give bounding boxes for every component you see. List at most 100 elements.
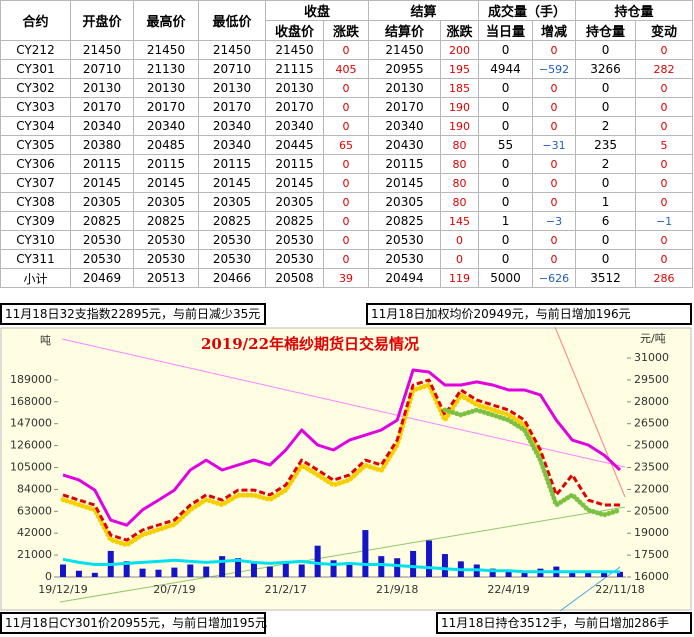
y2-tick-label: 25000 [634, 439, 669, 452]
table-cell: 20305 [70, 192, 134, 212]
table-cell: 20513 [133, 268, 199, 288]
header-cell: 结算 [368, 0, 480, 21]
volume-bar [426, 540, 433, 577]
header-cell: 最高价 [133, 0, 199, 41]
table-row: 小计 20469 20513 20466 20508 39 20494 119 5000 −626… [0, 268, 694, 288]
table-row: CY307 20145 20145 20145 20145 0 20145 80 0 0 0 0 [0, 173, 694, 193]
table-cell: 3512 [575, 268, 637, 288]
x-tick-label: 19/12/19 [38, 583, 87, 596]
table-cell: 0 [635, 154, 694, 174]
table-cell: −3 [532, 211, 577, 231]
table-cell: 21450 [70, 40, 134, 60]
table-cell: 20380 [70, 135, 134, 155]
volume-bar [601, 572, 608, 577]
volume-bar [330, 560, 337, 577]
table-cell: 20130 [70, 78, 134, 98]
table-cell: CY301 [0, 59, 71, 79]
table-cell: 20530 [265, 249, 324, 269]
x-tick-label: 20/7/19 [153, 583, 195, 596]
volume-bar [155, 569, 162, 577]
table-cell: CY310 [0, 230, 71, 250]
table-cell: 20530 [198, 249, 266, 269]
table-cell: 80 [440, 192, 480, 212]
table-cell: 20145 [265, 173, 324, 193]
table-cell: 0 [440, 230, 480, 250]
table-cell: 20115 [368, 154, 442, 174]
table-cell: 0 [478, 78, 534, 98]
table-cell: 0 [635, 192, 694, 212]
series-line [62, 378, 620, 542]
volume-bar [441, 554, 448, 577]
table-cell: 20530 [70, 249, 134, 269]
table-row: CY304 20340 20340 20340 20340 0 20340 190 0 0 2 0 [0, 116, 694, 136]
header-cell: 持仓量 [575, 20, 637, 41]
table-cell: 0 [478, 116, 534, 136]
header-cell: 涨跌 [440, 20, 480, 41]
table-cell: 235 [575, 135, 637, 155]
x-tick-label: 22/4/19 [487, 583, 529, 596]
volume-bar [219, 556, 226, 577]
y2-tick-label: 29500 [634, 373, 669, 386]
volume-bar [203, 566, 210, 577]
table-cell: 20305 [133, 192, 199, 212]
table-cell: 21450 [265, 40, 324, 60]
table-cell: 20130 [265, 78, 324, 98]
table-cell: 20466 [198, 268, 266, 288]
table-cell: 20445 [265, 135, 324, 155]
table-cell: 0 [478, 40, 534, 60]
note: 11月18日加权均价20949元，与前日增加196元 [366, 303, 692, 325]
table-cell: 20340 [133, 116, 199, 136]
table-cell: 20825 [133, 211, 199, 231]
table-row: CY303 20170 20170 20170 20170 0 20170 190 0 0 0 0 [0, 97, 694, 117]
table-cell: −1 [635, 211, 694, 231]
volume-bar [282, 562, 289, 577]
y-tick-label: 63000 [17, 504, 52, 517]
table-cell: 20115 [133, 154, 199, 174]
table-row: CY306 20115 20115 20115 20115 0 20115 80 0 0 2 0 [0, 154, 694, 174]
table-cell: CY305 [0, 135, 71, 155]
table-cell: 21450 [368, 40, 442, 60]
table-row: CY305 20380 20485 20340 20445 65 20430 80 55 −31 2… [0, 135, 694, 155]
table-cell: 3266 [575, 59, 637, 79]
trend-line [59, 506, 626, 603]
table-cell: 20825 [368, 211, 442, 231]
y-tick-label: 42000 [17, 526, 52, 539]
volume-bar [505, 570, 512, 577]
table-cell: 0 [532, 78, 577, 98]
trend-line [554, 327, 626, 498]
table-cell: 20430 [368, 135, 442, 155]
volume-bar [250, 561, 257, 577]
header-cell: 最低价 [198, 0, 266, 41]
volume-bar [585, 571, 592, 577]
table-row: CY212 21450 21450 21450 21450 0 21450 200 0 0 0 0 [0, 40, 694, 60]
y-tick-label: 84000 [17, 482, 52, 495]
table-cell: 0 [635, 97, 694, 117]
header-cell: 增减 [532, 20, 577, 41]
y-tick-label: 189000 [10, 373, 52, 386]
table-cell: 286 [635, 268, 694, 288]
volume-bar [394, 558, 401, 577]
y2-tick-label: 20500 [634, 504, 669, 517]
volume-bar [123, 561, 130, 577]
table-cell: 20170 [368, 97, 442, 117]
note: 11月18日CY301价20955元，与前日增加195元 [0, 612, 267, 634]
chart-title: 2019/22年棉纱期货日交易情况 [201, 335, 419, 353]
table-cell: 0 [322, 173, 370, 193]
table-cell: 20710 [198, 59, 266, 79]
table-cell: 0 [478, 173, 534, 193]
y2-tick-label: 17500 [634, 548, 669, 561]
table-cell: 20170 [70, 97, 134, 117]
y2-tick-label: 28000 [634, 395, 669, 408]
table-cell: 21450 [133, 40, 199, 60]
x-tick-label: 22/11/18 [595, 583, 644, 596]
table-cell: 20340 [198, 116, 266, 136]
table-cell: 0 [532, 116, 577, 136]
header-cell: 当日量 [478, 20, 534, 41]
header-cell: 开盘价 [70, 0, 134, 41]
table-cell: 282 [635, 59, 694, 79]
volume-bar [489, 568, 496, 577]
table-row: CY310 20530 20530 20530 20530 0 20530 0 0 0 0 0 [0, 230, 694, 250]
table-cell: 65 [322, 135, 370, 155]
volume-bar [314, 545, 321, 577]
